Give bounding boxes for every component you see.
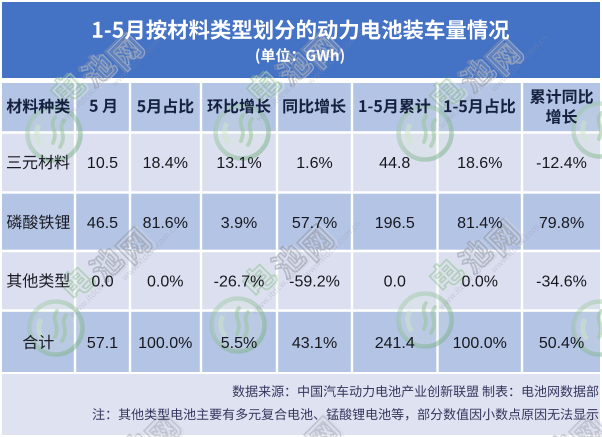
svg-text:79.8%: 79.8%	[539, 215, 584, 232]
svg-text:44.8: 44.8	[379, 155, 410, 172]
svg-text:0.0: 0.0	[91, 273, 113, 290]
svg-text:5.5%: 5.5%	[221, 335, 257, 352]
svg-text:46.5: 46.5	[87, 215, 118, 232]
svg-text:57.1: 57.1	[87, 335, 118, 352]
svg-text:13.1%: 13.1%	[216, 155, 261, 172]
svg-text:18.6%: 18.6%	[457, 155, 502, 172]
svg-text:43.1%: 43.1%	[292, 335, 337, 352]
svg-text:0.0%: 0.0%	[147, 273, 183, 290]
svg-text:241.4: 241.4	[375, 335, 415, 352]
svg-text:0.0: 0.0	[384, 273, 406, 290]
svg-text:57.7%: 57.7%	[292, 215, 337, 232]
svg-text:3.9%: 3.9%	[221, 215, 257, 232]
svg-text:-12.4%: -12.4%	[536, 155, 587, 172]
svg-text:100.0%: 100.0%	[453, 335, 507, 352]
svg-text:-59.2%: -59.2%	[289, 273, 340, 290]
svg-text:1.6%: 1.6%	[296, 155, 332, 172]
svg-text:81.4%: 81.4%	[457, 215, 502, 232]
svg-text:196.5: 196.5	[375, 215, 415, 232]
svg-text:-26.7%: -26.7%	[214, 273, 265, 290]
svg-text:0.0%: 0.0%	[462, 273, 498, 290]
svg-text:50.4%: 50.4%	[539, 335, 584, 352]
svg-text:-34.6%: -34.6%	[536, 273, 587, 290]
svg-text:18.4%: 18.4%	[143, 155, 188, 172]
svg-text:10.5: 10.5	[87, 155, 118, 172]
svg-text:81.6%: 81.6%	[143, 215, 188, 232]
svg-text:100.0%: 100.0%	[138, 335, 192, 352]
